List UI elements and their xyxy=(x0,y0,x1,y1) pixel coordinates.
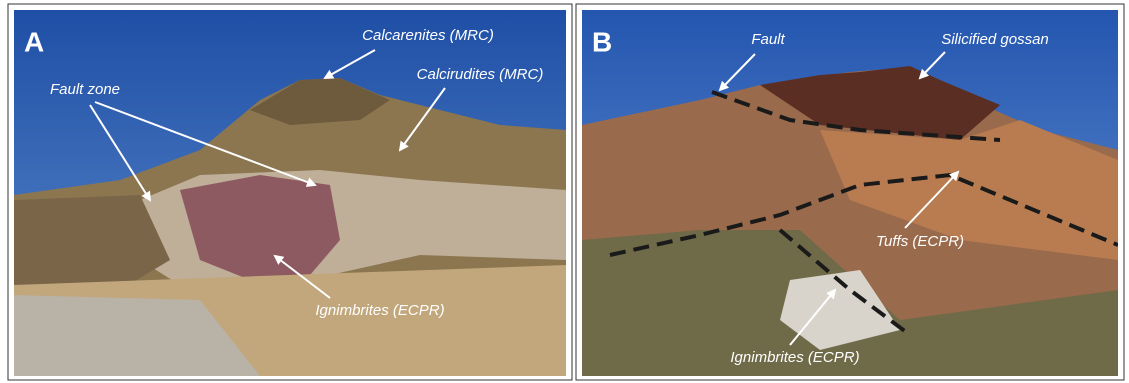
label: Fault xyxy=(751,31,785,48)
photo-b xyxy=(582,10,1118,376)
photo-a xyxy=(14,10,566,376)
label: Ignimbrites (ECPR) xyxy=(730,349,859,366)
label: Calcarenites (MRC) xyxy=(362,27,494,44)
panel-letter: A xyxy=(24,26,44,57)
label: Ignimbrites (ECPR) xyxy=(315,302,444,319)
label: Tuffs (ECPR) xyxy=(876,233,964,250)
label: Fault zone xyxy=(50,81,120,98)
panel-letter: B xyxy=(592,26,612,57)
figure: A B Calcarenites (MRC) Calcirudites (MRC… xyxy=(0,0,1129,383)
label: Calcirudites (MRC) xyxy=(417,66,544,83)
label: Silicified gossan xyxy=(941,31,1049,48)
